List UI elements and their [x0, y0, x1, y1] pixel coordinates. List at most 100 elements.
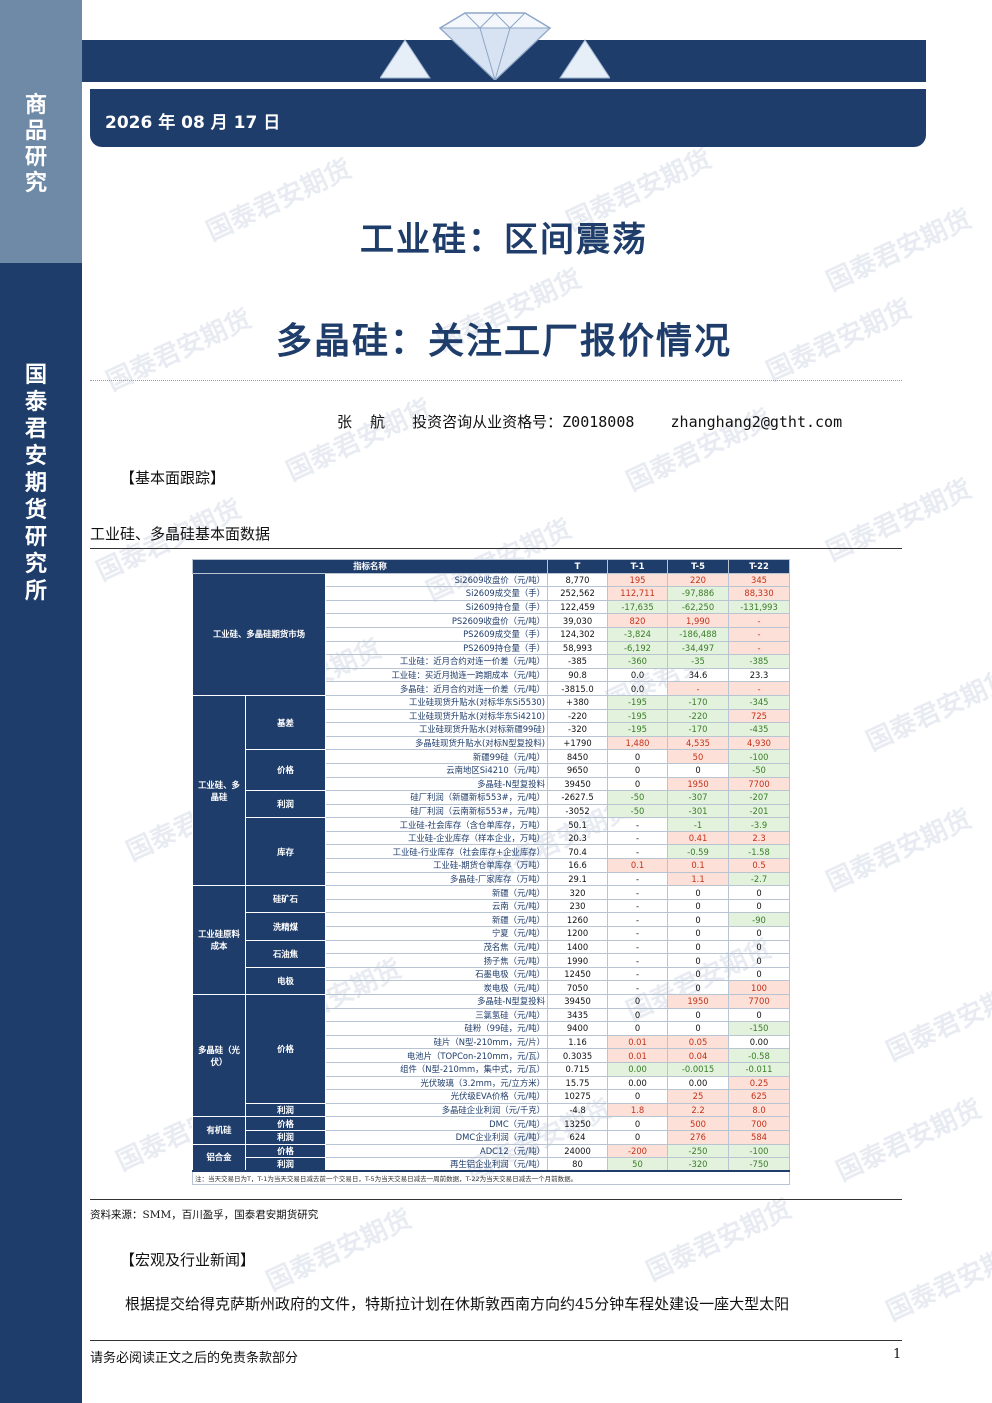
indicator-name: 新疆（元/吨） — [324, 912, 549, 928]
table-row: 利润 多晶硅企业利润（元/千克） -4.8 1.8 2.2 8.0 — [193, 1102, 791, 1118]
sidebar-label-institute: 国泰君安期货研究所 — [24, 362, 47, 604]
table-cell: -34,497 — [667, 640, 730, 656]
table-cell: 24000 — [547, 1143, 609, 1159]
table-cell: -301 — [667, 803, 730, 819]
table-cell: 0 — [607, 762, 669, 778]
table-cell: 1990 — [547, 953, 609, 968]
category-label: 多晶硅（光伏） — [192, 993, 246, 1118]
table-row: 铝合金 价格 ADC12（元/吨） 24000 -200 -250 -100 — [192, 1143, 791, 1172]
section-heading-fundamentals: 【基本面跟踪】 — [120, 469, 226, 487]
table-cell: -62,250 — [667, 599, 730, 615]
table-cell: 0 — [728, 926, 791, 941]
watermark-text: 国泰君安期货 — [822, 474, 977, 568]
indicator-name: PS2609收盘价（元/吨） — [324, 613, 549, 628]
page-number: 1 — [893, 1347, 902, 1362]
column-header: T — [547, 559, 609, 574]
table-row: 工业硅、多晶硅期货市场 Si2609收盘价（元/吨） 8,770 195 220 345 — [192, 572, 791, 696]
watermark-text: 国泰君安期货 — [882, 974, 992, 1068]
table-cell: - — [607, 912, 669, 928]
table-row: PS2609成交量（手） 124,302 -3,824 -186,488- — [193, 626, 791, 642]
indicator-name: 工业硅：买近月抛连一跨期成本（元/吨） — [324, 667, 549, 683]
table-cell: -1.58 — [728, 844, 791, 860]
table-cell: 624 — [547, 1129, 609, 1145]
table-cell: 345 — [728, 572, 791, 588]
table-cell: 0 — [667, 1021, 730, 1036]
table-cell: 1260 — [547, 912, 609, 928]
table-cell: 112,711 — [607, 586, 669, 601]
table-cell: 1.1 — [667, 871, 730, 887]
table-cell: 0 — [607, 776, 669, 792]
table-cell: -0.011 — [728, 1061, 791, 1077]
table-cell: 252,562 — [547, 586, 609, 601]
watermark-text: 国泰君安期货 — [642, 1194, 797, 1288]
table-cell: -90 — [728, 912, 791, 928]
table-cell: -0.0015 — [667, 1061, 730, 1077]
diamond-logo-icon — [380, 12, 610, 80]
subcategory-label: 硅矿石 — [245, 885, 326, 914]
table-header-row: 指标名称 T T-1 T-5 T-22 — [191, 559, 791, 574]
table-cell: 2.2 — [667, 1102, 730, 1118]
table-cell: 0 — [607, 994, 669, 1009]
table-row: 工业硅：买近月抛连一跨期成本（元/吨） 90.8 0.0 34.6 23.3 — [193, 667, 791, 683]
indicator-name: 工业硅现货升贴水(对标新疆99硅) — [324, 722, 549, 737]
table-cell: 9400 — [547, 1021, 609, 1036]
table-cell: 1.16 — [547, 1034, 609, 1050]
table-cell: 1200 — [547, 926, 609, 941]
table-cell: 1950 — [667, 776, 730, 792]
table-cell: -220 — [667, 708, 730, 724]
table-cell: -100 — [728, 749, 791, 764]
table-cell: 0 — [667, 762, 730, 778]
table-cell: -6,192 — [607, 640, 669, 656]
table-cell: -17,635 — [607, 599, 669, 615]
indicator-name: 光伏级EVA价格（元/吨） — [324, 1089, 549, 1104]
table-cell: - — [728, 681, 791, 696]
table-row: PS2609持仓量（手） 58,993 -6,192 -34,497- — [193, 640, 791, 656]
table-cell: 0 — [667, 912, 730, 928]
category-label: 工业硅原料成本 — [192, 885, 246, 995]
table-row: 云南（元/吨） 230-0 0 — [193, 898, 791, 914]
table-cell: 0 — [607, 1116, 669, 1131]
indicator-name: 多晶硅-N型复投料 — [324, 994, 549, 1009]
table-cell: 80 — [547, 1157, 609, 1172]
table-cell: 700 — [728, 1116, 791, 1131]
indicator-name: Si2609成交量（手） — [324, 586, 549, 601]
table-row: 工业硅-期货仓单库存（万吨） 16.6 0.1 0.1 0.5 — [193, 858, 791, 873]
table-cell: 4,930 — [728, 735, 791, 751]
table-cell: -4.8 — [547, 1102, 609, 1118]
table-cell: - — [607, 871, 669, 887]
indicator-name: 云南（元/吨） — [324, 898, 549, 914]
table-cell: -385 — [547, 654, 609, 669]
source-note: 资料来源：SMM，百川盈孚，国泰君安期货研究 — [90, 1209, 319, 1221]
table-cell: 0 — [667, 926, 730, 941]
table-cell: -186,488 — [667, 626, 730, 642]
indicator-name: 多晶硅-厂家库存（万吨） — [324, 871, 549, 887]
subcategory-label: 利润 — [245, 790, 326, 819]
watermark-text: 国泰君安期货 — [862, 664, 992, 758]
table-row: 硅片（N型-210mm，元/片） 1.16 0.01 0.05 0.00 — [193, 1034, 791, 1050]
indicator-name: 炭电极（元/吨） — [324, 980, 549, 995]
table-cell: -170 — [667, 722, 730, 737]
table-cell: 0 — [728, 953, 791, 968]
table-cell: 15.75 — [547, 1075, 609, 1091]
table-cell: 23.3 — [728, 667, 791, 683]
table-cell: 0 — [728, 1007, 791, 1023]
table-cell: -195 — [607, 708, 669, 724]
subcategory-label: 价格 — [245, 1143, 326, 1159]
table-cell: 0.04 — [667, 1048, 730, 1063]
table-cell: 1,990 — [667, 613, 730, 628]
indicator-name: Si2609持仓量（手） — [324, 599, 549, 615]
table-cell: 0.00 — [667, 1075, 730, 1091]
table-cell: +1790 — [547, 735, 609, 751]
table-cell: 4,535 — [667, 735, 730, 751]
indicator-name: 多晶硅：近月合约对连一价差（元/吨） — [324, 681, 549, 696]
table-row: 多晶硅现货升贴水(对标N型复投料) +1790 1,480 4,535 4,930 — [193, 735, 791, 751]
table-cell: 0.41 — [667, 830, 730, 846]
subcategory-label: 利润 — [245, 1102, 326, 1118]
indicator-name: PS2609持仓量（手） — [324, 640, 549, 656]
table-note: 注：当天交易日为T，T-1为当天交易日减去前一个交易日，T-5为当天交易日减去一… — [191, 1170, 791, 1186]
table-row: 多晶硅-N型复投料 39450 0 1950 7700 — [193, 776, 791, 792]
table-cell: -2.7 — [728, 871, 791, 887]
table-cell: 0.00 — [607, 1075, 669, 1091]
table-row: 多晶硅-厂家库存（万吨） 29.1-1.1 -2.7 — [193, 871, 791, 887]
report-date: 2026 年 08 月 17 日 — [105, 113, 281, 133]
